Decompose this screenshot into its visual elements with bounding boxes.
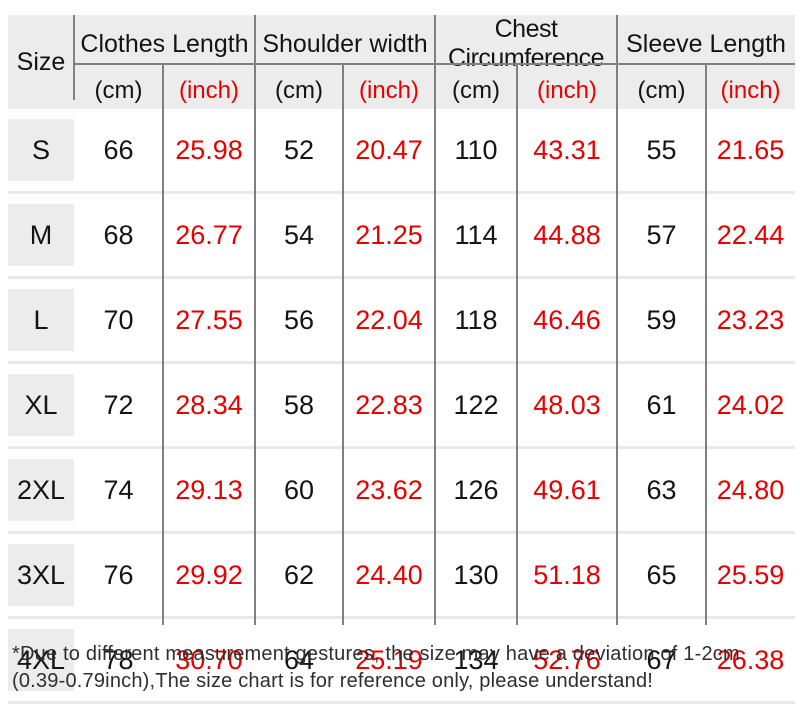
size-label: XL [8,374,74,436]
value-inch: 21.65 [706,109,796,194]
unit-inch: (inch) [163,73,255,109]
value-inch: 23.23 [706,277,796,364]
value-cm: 122 [435,362,518,449]
value-cm: 76 [74,532,163,619]
value-inch: 22.04 [343,277,436,364]
value-inch: 24.80 [706,447,796,534]
table-row: L 70 27.55 56 22.04 118 46.46 59 23.23 [8,277,796,364]
value-inch: 52.76 [517,617,618,704]
unit-cm: (cm) [74,73,163,109]
value-cm: 61 [617,362,707,449]
column-divider [254,15,256,625]
value-cm: 59 [617,277,707,364]
value-cm: 126 [435,447,518,534]
column-divider [516,64,518,625]
value-cm: 74 [74,447,163,534]
value-cm: 130 [435,532,518,619]
column-divider [342,64,344,625]
value-cm: 57 [617,192,707,279]
column-divider [162,64,164,625]
value-inch: 28.34 [163,362,255,449]
value-inch: 26.38 [706,617,796,704]
value-cm: 134 [435,617,518,704]
value-cm: 65 [617,532,707,619]
size-chart-table: Size Clothes Length Shoulder width Chest… [8,15,796,704]
value-cm: 78 [74,617,163,704]
column-divider [73,15,75,100]
value-inch: 26.77 [163,192,255,279]
size-label: 2XL [8,459,74,521]
value-cm: 66 [74,109,163,194]
value-inch: 24.40 [343,532,436,619]
value-cm: 64 [255,617,343,704]
value-inch: 21.25 [343,192,436,279]
table-row: 4XL 78 30.70 64 25.19 134 52.76 67 26.38 [8,617,796,704]
value-inch: 29.92 [163,532,255,619]
disclaimer-line-1: *Due to different measurement gestures, … [12,643,740,665]
value-cm: 67 [617,617,707,704]
value-inch: 20.47 [343,109,436,194]
table-row: S 66 25.98 52 20.47 110 43.31 55 21.65 [8,109,796,194]
header-size: Size [8,15,74,109]
unit-cm: (cm) [617,73,707,109]
value-inch: 27.55 [163,277,255,364]
size-label: L [8,289,74,351]
value-inch: 49.61 [517,447,618,534]
value-cm: 52 [255,109,343,194]
table-row: M 68 26.77 54 21.25 114 44.88 57 22.44 [8,192,796,279]
table-row: 2XL 74 29.13 60 23.62 126 49.61 63 24.80 [8,447,796,534]
value-inch: 25.98 [163,109,255,194]
value-inch: 22.83 [343,362,436,449]
size-label: S [8,119,74,181]
value-cm: 54 [255,192,343,279]
value-inch: 43.31 [517,109,618,194]
header-divider [74,63,795,65]
table-row: XL 72 28.34 58 22.83 122 48.03 61 24.02 [8,362,796,449]
column-divider [616,15,618,625]
value-cm: 56 [255,277,343,364]
value-inch: 25.19 [343,617,436,704]
value-inch: 44.88 [517,192,618,279]
value-inch: 48.03 [517,362,618,449]
value-inch: 51.18 [517,532,618,619]
value-cm: 110 [435,109,518,194]
value-cm: 62 [255,532,343,619]
value-cm: 60 [255,447,343,534]
unit-inch: (inch) [517,73,618,109]
column-divider [705,64,707,625]
value-cm: 58 [255,362,343,449]
value-inch: 25.59 [706,532,796,619]
value-inch: 29.13 [163,447,255,534]
value-cm: 70 [74,277,163,364]
unit-cm: (cm) [255,73,343,109]
value-cm: 114 [435,192,518,279]
unit-inch: (inch) [706,73,796,109]
value-inch: 46.46 [517,277,618,364]
value-cm: 63 [617,447,707,534]
column-divider [434,15,436,625]
unit-cm: (cm) [435,73,518,109]
size-label: 3XL [8,544,74,606]
measurement-disclaimer: *Due to different measurement gestures, … [12,641,788,695]
value-inch: 30.70 [163,617,255,704]
table-row: 3XL 76 29.92 62 24.40 130 51.18 65 25.59 [8,532,796,619]
value-cm: 72 [74,362,163,449]
disclaimer-line-2: (0.39-0.79inch),The size chart is for re… [12,670,654,692]
value-inch: 23.62 [343,447,436,534]
value-cm: 118 [435,277,518,364]
value-inch: 22.44 [706,192,796,279]
value-cm: 55 [617,109,707,194]
value-inch: 24.02 [706,362,796,449]
unit-inch: (inch) [343,73,436,109]
size-chart: Size Clothes Length Shoulder width Chest… [8,15,796,704]
size-label: 4XL [8,629,74,691]
value-cm: 68 [74,192,163,279]
size-label: M [8,204,74,266]
